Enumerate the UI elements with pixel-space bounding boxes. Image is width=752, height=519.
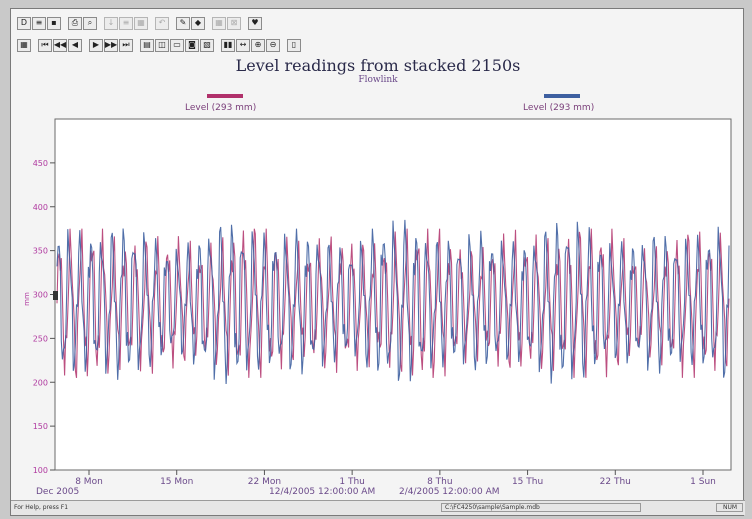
table-view-button[interactable]: ▤ — [140, 38, 154, 52]
paste-button[interactable]: ▦ — [134, 16, 148, 30]
print-preview-button[interactable]: ⌕ — [83, 16, 97, 30]
cut-button[interactable]: ↓ — [104, 16, 118, 30]
fast-back-button[interactable]: ◀◀ — [53, 38, 67, 52]
status-bar: For Help, press F1 C:\FC4250\sample\Samp… — [11, 500, 745, 515]
format-button[interactable]: ◆ — [191, 16, 205, 30]
x-tick-label: 8 Thu — [427, 477, 453, 487]
status-path-pane — [441, 503, 641, 512]
chart-title: Level readings from stacked 2150s — [235, 56, 521, 75]
page-button[interactable]: ▯ — [287, 38, 301, 52]
x-tick-label: 1 Sun — [690, 477, 716, 487]
status-num-pane — [716, 503, 743, 512]
forward-button[interactable]: ▶ — [89, 38, 103, 52]
status-path: C:\FC4250\sample\Sample.mdb — [445, 504, 540, 511]
status-help-text: For Help, press F1 — [14, 504, 69, 511]
legend-label-series-1: Level (293 mm) — [185, 103, 257, 113]
x-tick-label: 15 Thu — [512, 477, 543, 487]
y-tick-label: 450 — [33, 159, 48, 168]
table-button[interactable]: ▦ — [212, 16, 226, 30]
graph-setup-button[interactable]: ▦ — [17, 38, 31, 52]
pause-button[interactable]: ▮▮ — [221, 38, 235, 52]
last-page-button[interactable]: ⏭ — [119, 38, 133, 52]
y-tick-label: 350 — [33, 247, 48, 256]
cursor-label-1: 12/4/2005 12:00:00 AM — [269, 487, 375, 497]
undo-button[interactable]: ↶ — [155, 16, 169, 30]
graph-toolbar: ▦ ⏮ ◀◀ ◀ ▶ ▶▶ ⏭ ▤ ◫ ▭ ◙ ▧ ▮▮ ↔ ⊕ ⊖ ▯ — [17, 36, 302, 54]
main-toolbar: D ≡ ▪ ⎙ ⌕ ↓ ≡ ▦ ↶ ✎ ◆ ▦ ⊠ ♥ — [17, 14, 263, 32]
application-window: D ≡ ▪ ⎙ ⌕ ↓ ≡ ▦ ↶ ✎ ◆ ▦ ⊠ ♥ ▦ ⏮ ◀◀ ◀ ▶ ▶… — [10, 8, 745, 516]
fast-forward-button[interactable]: ▶▶ — [104, 38, 118, 52]
cursor-marker[interactable] — [53, 291, 58, 300]
chart-subtitle: Flowlink — [358, 75, 398, 85]
about-button[interactable]: ♥ — [248, 16, 262, 30]
y-axis-label: mm — [23, 292, 31, 306]
legend-label-series-2: Level (293 mm) — [523, 103, 595, 113]
x-tick-label: 8 Mon — [75, 477, 103, 487]
x-tick-label: 15 Mon — [160, 477, 193, 487]
fill-button[interactable]: ◙ — [185, 38, 199, 52]
x-start-label: Dec 2005 — [36, 487, 79, 497]
x-axis: 8 Mon 15 Mon 22 Mon 1 Thu 8 Thu 15 Thu 22 Thu 1… — [75, 470, 716, 487]
cursor-label-2: 2/4/2005 12:00:00 AM — [399, 487, 500, 497]
first-page-button[interactable]: ⏮ — [38, 38, 52, 52]
y-tick-label: 250 — [33, 334, 48, 343]
zoom-in-button[interactable]: ⊕ — [251, 38, 265, 52]
status-num: NUM — [723, 504, 738, 511]
y-tick-label: 100 — [33, 466, 48, 475]
pattern-button[interactable]: ▧ — [200, 38, 214, 52]
x-tick-label: 1 Thu — [339, 477, 365, 487]
legend-swatch-series-2 — [544, 94, 580, 98]
y-tick-label: 400 — [33, 203, 48, 212]
level-chart[interactable]: 100 150 200 250 300 350 400 450 8 Mon 15 Mon 22 M… — [11, 114, 745, 499]
split-view-button[interactable]: ◫ — [155, 38, 169, 52]
y-tick-label: 300 — [33, 291, 48, 300]
plot-area[interactable] — [54, 118, 732, 471]
y-axis: 100 150 200 250 300 350 400 450 — [33, 159, 55, 475]
delete-button[interactable]: ⊠ — [227, 16, 241, 30]
open-file-button[interactable]: ≡ — [32, 16, 46, 30]
y-tick-label: 200 — [33, 378, 48, 387]
scroll-button[interactable]: ↔ — [236, 38, 250, 52]
x-tick-label: 22 Mon — [248, 477, 281, 487]
edit-button[interactable]: ✎ — [176, 16, 190, 30]
window-button[interactable]: ▭ — [170, 38, 184, 52]
print-button[interactable]: ⎙ — [68, 16, 82, 30]
y-tick-label: 150 — [33, 422, 48, 431]
new-file-button[interactable]: D — [17, 16, 31, 30]
copy-button[interactable]: ≡ — [119, 16, 133, 30]
zoom-out-button[interactable]: ⊖ — [266, 38, 280, 52]
back-button[interactable]: ◀ — [68, 38, 82, 52]
legend-swatch-series-1 — [207, 94, 243, 98]
series-line-2 — [56, 219, 730, 385]
x-tick-label: 22 Thu — [600, 477, 631, 487]
series-layer — [56, 219, 730, 385]
save-button[interactable]: ▪ — [47, 16, 61, 30]
